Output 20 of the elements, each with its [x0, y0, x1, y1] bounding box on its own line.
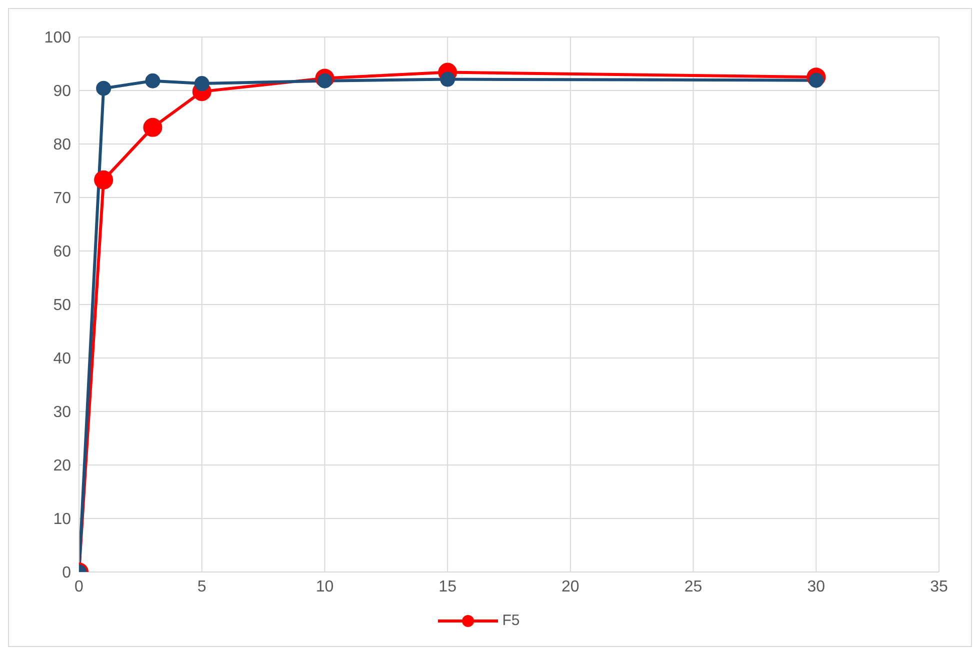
y-tick-label: 50	[53, 297, 72, 314]
x-tick-label: 30	[807, 578, 826, 596]
x-tick-label: 25	[684, 578, 702, 596]
x-tick-label: 15	[438, 578, 457, 596]
y-tick-label: 80	[53, 136, 72, 154]
legend-label: F5	[502, 612, 520, 629]
x-tick-label: 10	[316, 578, 334, 596]
y-tick-label: 20	[53, 458, 72, 475]
y-tick-label: 10	[53, 511, 72, 528]
y-tick-label: 40	[53, 350, 72, 368]
x-tick-label: 0	[74, 578, 84, 596]
y-tick-label: 0	[62, 564, 72, 582]
x-tick-label: 20	[562, 578, 580, 596]
x-tick-label: 35	[930, 578, 948, 596]
y-tick-label: 70	[53, 190, 72, 208]
y-tick-label: 30	[53, 404, 72, 422]
y-tick-label: 90	[53, 83, 72, 100]
x-tick-label: 5	[197, 578, 206, 596]
y-tick-label: 100	[44, 30, 72, 47]
y-tick-label: 60	[53, 244, 72, 261]
